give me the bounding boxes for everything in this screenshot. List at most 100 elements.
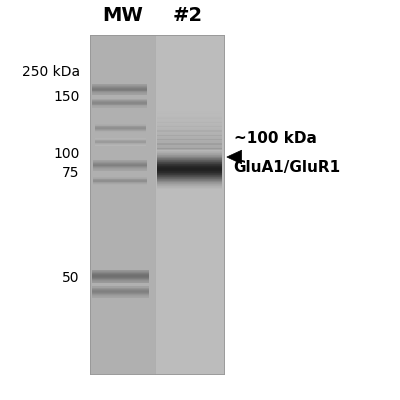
Bar [157, 138, 222, 140]
Bar [92, 100, 148, 101]
Bar [92, 85, 148, 86]
Bar [95, 141, 146, 142]
Bar [157, 150, 222, 151]
Bar [95, 141, 146, 142]
Bar [92, 93, 148, 94]
Bar [95, 142, 146, 143]
Bar [95, 126, 146, 127]
Bar [157, 167, 222, 168]
Bar [157, 174, 222, 175]
Bar [157, 175, 222, 176]
Bar [94, 177, 147, 178]
Bar [157, 120, 222, 122]
Bar [157, 182, 222, 183]
Bar [92, 296, 150, 298]
Text: MW: MW [103, 6, 144, 26]
Bar [90, 35, 155, 374]
Bar [157, 129, 222, 130]
Bar [157, 116, 222, 118]
Bar [92, 278, 150, 280]
Bar [157, 177, 222, 178]
Bar [157, 186, 222, 187]
Bar [157, 165, 222, 166]
Bar [157, 172, 222, 173]
Bar [157, 152, 222, 153]
Text: GluA1/GluR1: GluA1/GluR1 [234, 160, 341, 175]
Bar [94, 168, 147, 169]
Polygon shape [227, 150, 242, 164]
Bar [92, 102, 148, 103]
Bar [92, 99, 148, 100]
Text: 100: 100 [53, 147, 80, 161]
Text: #2: #2 [173, 6, 203, 26]
Bar [95, 127, 146, 128]
Bar [157, 179, 222, 180]
Bar [157, 125, 222, 127]
Text: 75: 75 [62, 166, 80, 180]
Bar [94, 181, 147, 182]
Bar [95, 125, 146, 126]
Bar [157, 160, 222, 161]
Bar [92, 277, 150, 279]
Bar [155, 35, 224, 374]
Bar [157, 174, 222, 175]
Bar [94, 182, 147, 183]
Bar [157, 181, 222, 182]
Bar [157, 171, 222, 172]
Bar [92, 104, 148, 106]
Bar [157, 150, 222, 151]
Bar [157, 153, 222, 154]
Bar [92, 89, 148, 90]
Bar [92, 279, 150, 281]
Bar [157, 124, 222, 125]
Bar [157, 151, 222, 152]
Bar [157, 155, 222, 156]
Bar [95, 125, 146, 126]
Bar [94, 166, 147, 168]
Bar [157, 183, 222, 184]
Bar [95, 130, 146, 131]
Bar [157, 133, 222, 134]
Bar [157, 187, 222, 188]
Bar [92, 287, 150, 288]
Bar [94, 160, 147, 161]
Bar [157, 168, 222, 169]
Text: 150: 150 [53, 90, 80, 104]
Bar [94, 161, 147, 162]
Bar [157, 176, 222, 177]
Bar [95, 130, 146, 132]
Bar [157, 180, 222, 181]
Bar [92, 88, 148, 90]
Bar [92, 281, 150, 283]
Bar [95, 144, 146, 145]
Text: 50: 50 [62, 272, 80, 286]
Bar [157, 117, 222, 119]
Bar [157, 161, 222, 162]
Bar [157, 163, 222, 164]
Bar [92, 289, 150, 290]
Bar [92, 292, 150, 293]
Bar [94, 165, 147, 166]
Bar [157, 134, 222, 136]
Bar [157, 118, 222, 120]
Bar [157, 173, 222, 174]
Bar [157, 144, 222, 146]
Bar [92, 92, 148, 93]
Bar [157, 140, 222, 142]
Bar [94, 163, 147, 165]
Bar [157, 112, 222, 114]
Bar [92, 294, 150, 296]
Bar [92, 270, 150, 271]
Bar [157, 166, 222, 167]
Bar [92, 276, 150, 278]
Bar [92, 106, 148, 107]
Bar [95, 142, 146, 143]
Bar [92, 275, 150, 276]
Bar [92, 105, 148, 106]
Bar [92, 94, 148, 95]
Bar [157, 164, 222, 165]
Bar [157, 128, 222, 129]
Text: ~100 kDa: ~100 kDa [234, 131, 316, 146]
Bar [92, 91, 148, 92]
Bar [92, 88, 148, 89]
